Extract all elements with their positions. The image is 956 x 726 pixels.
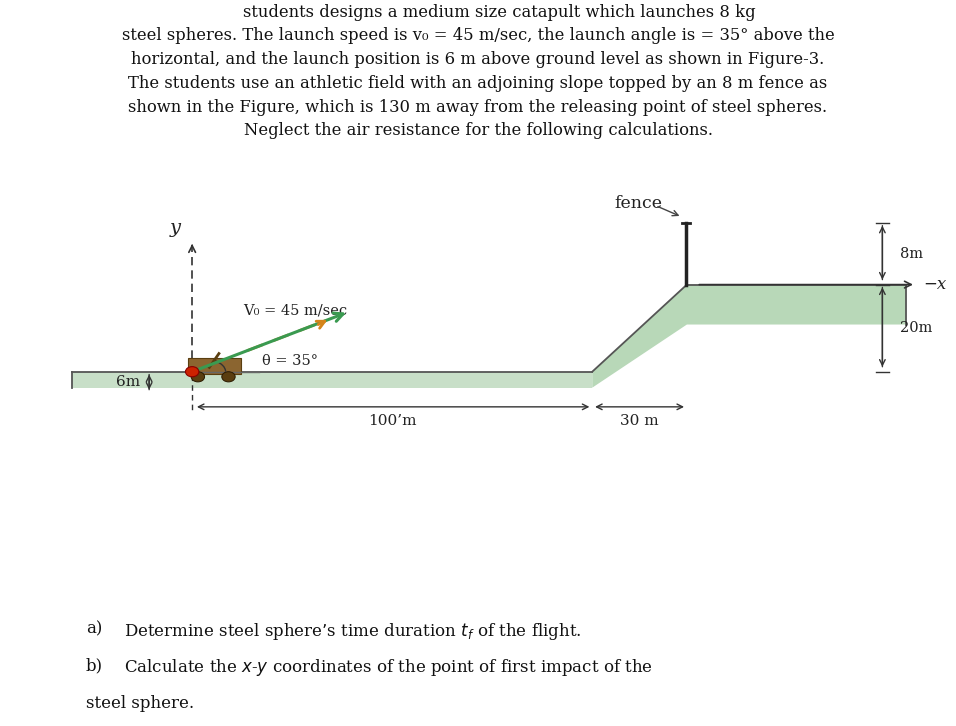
Text: a): a) [86, 621, 102, 637]
Text: θ = 35°: θ = 35° [262, 354, 318, 368]
Text: 8m: 8m [900, 247, 923, 261]
Text: fence: fence [614, 195, 663, 212]
Text: 100’m: 100’m [368, 414, 417, 428]
Text: 20m: 20m [900, 321, 932, 335]
Circle shape [222, 372, 235, 382]
Text: Determine steel sphere’s time duration $t_f$ of the flight.: Determine steel sphere’s time duration $… [124, 621, 582, 642]
Text: y: y [169, 219, 181, 237]
Circle shape [185, 367, 199, 377]
Text: −x: −x [923, 276, 946, 293]
Text: V₀ = 45 m/sec: V₀ = 45 m/sec [244, 303, 348, 317]
Text: b): b) [86, 657, 103, 674]
Text: students designs a medium size catapult which launches 8 kg
steel spheres. The l: students designs a medium size catapult … [121, 4, 835, 139]
Bar [188, 358, 241, 374]
Text: steel sphere.: steel sphere. [86, 695, 194, 711]
Text: 6m: 6m [116, 375, 141, 389]
Text: 30 m: 30 m [620, 414, 659, 428]
Polygon shape [72, 372, 592, 388]
Circle shape [191, 372, 205, 382]
Text: Calculate the $x$-$y$ coordinates of the point of first impact of the: Calculate the $x$-$y$ coordinates of the… [124, 657, 653, 678]
Polygon shape [592, 285, 906, 388]
